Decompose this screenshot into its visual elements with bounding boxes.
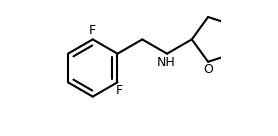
Text: NH: NH — [157, 56, 176, 69]
Text: O: O — [203, 63, 213, 76]
Text: F: F — [116, 84, 123, 97]
Text: F: F — [89, 24, 96, 38]
